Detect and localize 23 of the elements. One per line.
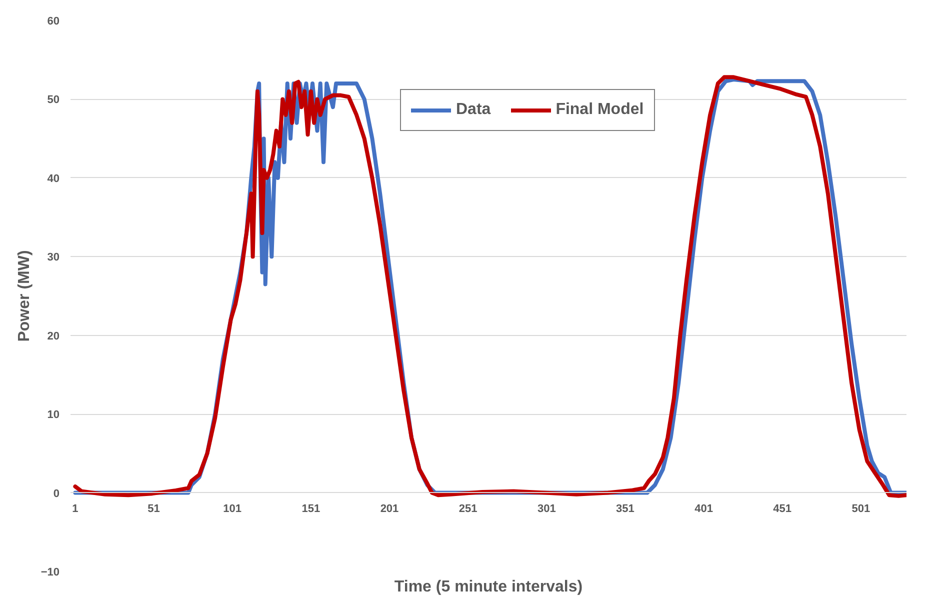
x-tick-label: 51 [148, 502, 160, 515]
y-tick-label: 20 [47, 330, 60, 342]
x-tick-label: 151 [302, 502, 320, 515]
x-tick-label: 101 [223, 502, 242, 515]
y-tick-label: 50 [47, 94, 60, 106]
y-tick-label: 40 [47, 172, 60, 185]
x-tick-label: 401 [694, 502, 713, 515]
legend-label: Final Model [556, 101, 644, 119]
y-tick-label: 60 [47, 16, 60, 28]
y-tick-label: 10 [47, 409, 60, 422]
legend-label: Data [456, 101, 491, 119]
x-tick-label: 201 [380, 502, 399, 515]
y-axis-title: Power (MW) [16, 250, 33, 342]
x-tick-label: 451 [773, 502, 792, 515]
x-axis-title: Time (5 minute intervals) [394, 578, 583, 596]
y-tick-label: −10 [40, 566, 60, 578]
y-tick-label: 30 [47, 252, 60, 264]
x-tick-label: 301 [537, 502, 556, 515]
x-tick-label: 501 [852, 502, 870, 515]
y-tick-label: 0 [53, 488, 60, 500]
x-tick-label: 351 [616, 502, 634, 515]
x-tick-label: 1 [72, 502, 78, 515]
x-tick-label: 251 [458, 502, 478, 515]
